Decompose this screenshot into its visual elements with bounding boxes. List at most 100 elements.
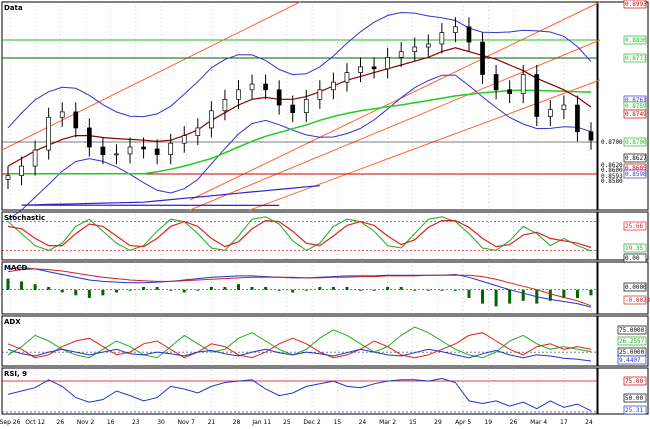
macd-bar [209, 286, 213, 290]
macd-bar [467, 289, 471, 299]
price-tag-box [623, 153, 647, 163]
macd-bar [264, 286, 268, 290]
candle-body [19, 165, 24, 177]
macd-bar [589, 289, 593, 296]
price-tag-box [623, 53, 647, 63]
x-tick-label: 17 [560, 419, 568, 426]
macd-bar [291, 289, 295, 293]
adx-line [7, 348, 592, 362]
macd-bar [6, 278, 10, 290]
candle-body [466, 26, 472, 43]
macd-bar [359, 289, 363, 291]
macd-bar [250, 286, 254, 290]
x-tick-label: 28 [233, 419, 241, 426]
candle-body [263, 83, 268, 91]
macd-bar [304, 289, 308, 291]
x-tick-label: 23 [132, 419, 140, 426]
macd-bar [562, 289, 566, 299]
x-tick-label: Sep 26 [0, 419, 21, 426]
y-tick-label: 0.8580 [601, 178, 623, 185]
macd-bar [33, 284, 37, 290]
candle-body [303, 98, 309, 114]
price-tag: 0.8749 [625, 111, 647, 118]
y-tick-label: 0.8593 [601, 173, 623, 180]
x-tick-label: 21 [208, 419, 216, 426]
macd-bar [74, 289, 78, 296]
channel-line [1, 1, 301, 151]
macd-bar [223, 286, 227, 290]
macd-bar [155, 286, 159, 290]
macd-bar [114, 289, 118, 293]
price-tag-box [617, 336, 647, 346]
macd-bar [575, 289, 579, 299]
candle-body [86, 127, 92, 148]
price-tag: -0.0023 [625, 297, 650, 304]
macd-bar [345, 286, 349, 290]
candle-body [575, 104, 580, 133]
candle-body [59, 111, 65, 118]
price-tag: 25.31 [625, 407, 643, 414]
macd-bar [87, 289, 91, 299]
macd-bar [426, 289, 430, 291]
x-tick-label: Apr 5 [455, 419, 471, 426]
macd-bar [196, 289, 200, 291]
price-tag: 0.8773 [625, 55, 647, 62]
candle-body [425, 43, 431, 48]
macd-bar [47, 286, 51, 290]
candle-body [561, 104, 567, 110]
candle-body [249, 83, 255, 91]
x-tick-label: 16 [107, 419, 115, 426]
panel-title: MACD [4, 264, 28, 272]
candle-body [507, 89, 513, 94]
x-tick-label: Dec 2 [303, 419, 321, 426]
macd-bar [440, 289, 444, 291]
macd-bar [494, 289, 498, 307]
price-tag: 0.8759 [625, 103, 647, 110]
candle-body [46, 116, 52, 151]
candle-body [412, 46, 418, 52]
channel-line [249, 79, 601, 211]
rsi-line [7, 377, 592, 412]
candle-body [114, 153, 119, 156]
price-tag-box [623, 295, 647, 305]
price-tag-box [623, 243, 647, 253]
panel-title: RSI, 9 [4, 370, 27, 378]
candle-body [209, 110, 214, 129]
candle-body [588, 131, 594, 141]
macd-bar [331, 286, 335, 290]
candle-body [127, 146, 133, 155]
price-tag: 75.0000 [619, 327, 645, 334]
panel-frame [1, 261, 598, 315]
candle-body [480, 41, 485, 75]
panel-frame [1, 1, 598, 211]
price-tag-box [623, 405, 647, 415]
macd-bar [399, 286, 403, 290]
candle-body [385, 56, 390, 70]
macd-bar [20, 281, 24, 290]
candle-body [222, 98, 228, 112]
x-tick-label: 29 [434, 419, 442, 426]
price-tag: 25.66 [625, 223, 643, 230]
x-tick-label: 15 [333, 419, 341, 426]
ma-green [8, 89, 592, 175]
price-tag: 0.0000 [625, 284, 647, 291]
candle-body [276, 89, 282, 106]
price-tag: 50.00 [625, 395, 643, 402]
stoch-d-line [7, 219, 592, 249]
macd-bar [508, 289, 512, 304]
x-tick-label: 26 [510, 419, 518, 426]
candle-body [32, 149, 38, 167]
macd-bar [453, 289, 457, 291]
price-tag: 0.00 [625, 255, 640, 262]
x-tick-label: 15 [409, 419, 417, 426]
price-tag-box [623, 282, 647, 292]
x-tick-label: Jan 11 [251, 419, 271, 426]
candle-body [5, 175, 11, 180]
candle-body [73, 111, 79, 129]
price-tag: 75.00 [625, 378, 643, 385]
price-tag-box [623, 35, 647, 45]
panel-title: ADX [4, 318, 21, 326]
candle-body [520, 74, 526, 94]
candle-body [534, 74, 540, 117]
